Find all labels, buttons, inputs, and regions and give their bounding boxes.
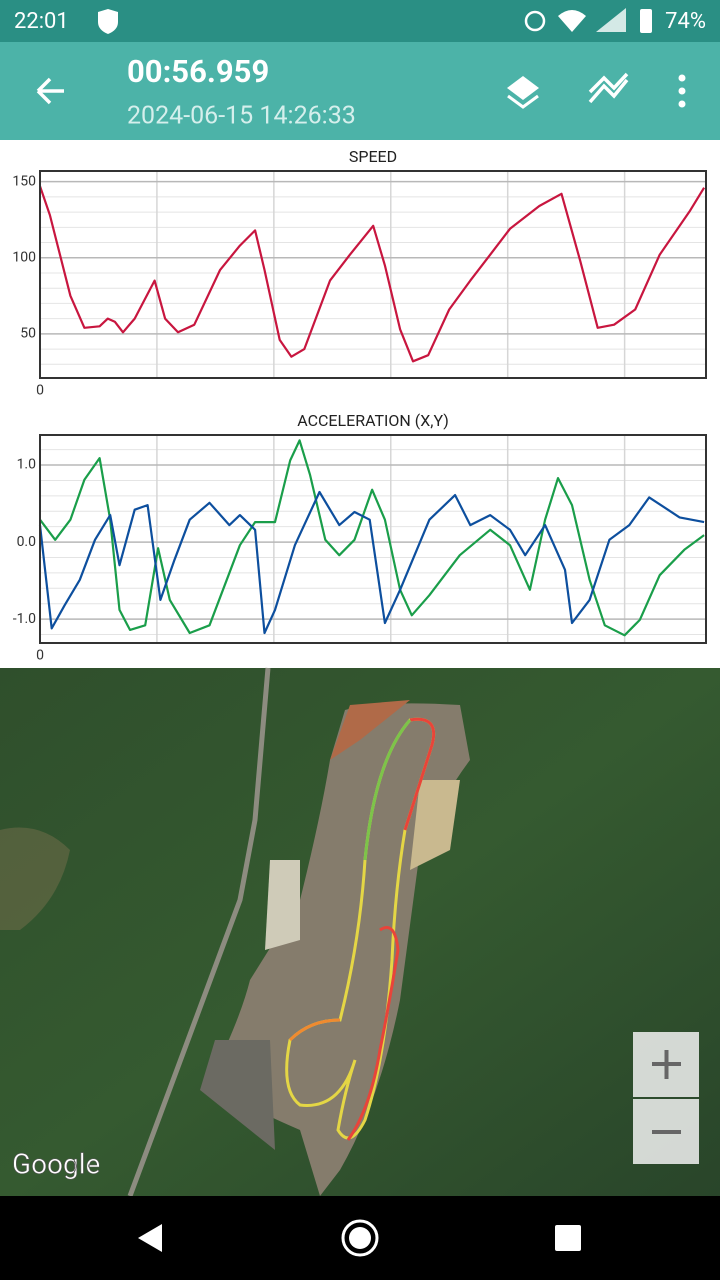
y-tick-label: -1.0 — [13, 611, 36, 627]
y-tick-label: 50 — [20, 326, 36, 342]
data-line — [39, 439, 705, 637]
x-tick-label: 0 — [36, 383, 44, 399]
lap-time: 00:56.959 — [127, 53, 269, 90]
session-date: 2024-06-15 14:26:33 — [127, 102, 356, 131]
plot-frame — [39, 434, 707, 644]
charts: SPEED 50 100 150 0 ACCELERATION (X,Y) -1.0 0.0 1… — [12, 147, 707, 664]
nav-home[interactable] — [341, 1219, 379, 1257]
y-tick-label: 0.0 — [17, 534, 37, 550]
chart-title: SPEED — [349, 147, 397, 166]
layers-button[interactable] — [507, 76, 539, 109]
zoom-in-button[interactable] — [633, 1032, 699, 1097]
plot-frame — [39, 170, 707, 379]
shield-icon — [98, 9, 118, 34]
y-tick-label: 150 — [12, 173, 36, 189]
y-tick-label: 1.0 — [17, 457, 37, 473]
status-time: 22:01 — [14, 9, 69, 34]
toolbar — [0, 42, 720, 140]
data-line — [38, 185, 706, 363]
map-attribution: Google — [12, 1147, 100, 1180]
nav-recents[interactable] — [555, 1225, 581, 1251]
wifi-icon — [558, 10, 586, 32]
menu-button[interactable] — [678, 74, 686, 108]
zoom-out-button[interactable] — [633, 1099, 699, 1164]
chart-title: ACCELERATION (X,Y) — [297, 411, 449, 430]
alarm-icon — [524, 10, 546, 32]
x-tick-label: 0 — [36, 648, 44, 664]
battery-icon — [640, 9, 652, 33]
battery-level: 74% — [665, 9, 706, 34]
map: Google — [0, 667, 720, 1197]
data-line — [38, 490, 705, 635]
back-button[interactable] — [36, 77, 64, 105]
compare-button[interactable] — [588, 72, 629, 104]
signal-icon — [596, 8, 626, 32]
status-bar — [0, 0, 720, 42]
nav-back[interactable] — [138, 1224, 162, 1252]
y-tick-label: 100 — [12, 249, 36, 265]
